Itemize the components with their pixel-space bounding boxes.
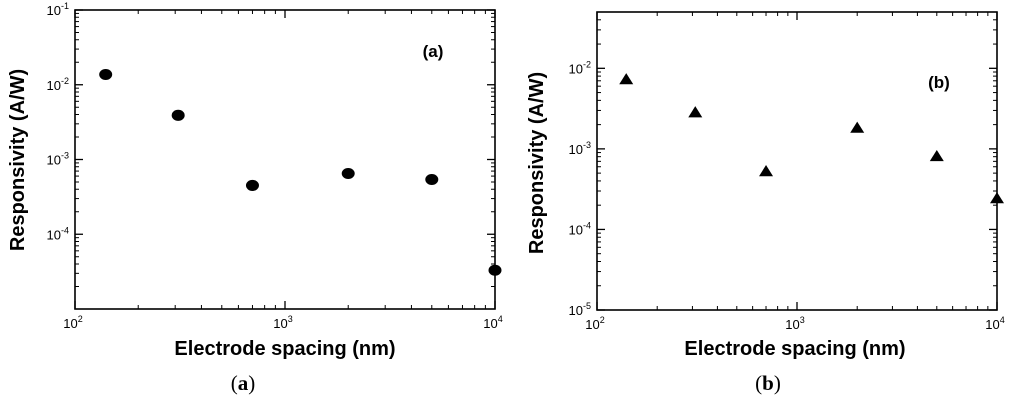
tick-exponent: 3 [800,315,805,325]
tick-base: 10 [47,3,61,18]
data-point [759,165,774,177]
tick-exponent: -1 [61,1,69,11]
tick-exponent: -2 [61,76,69,86]
tick-base: 10 [785,317,799,332]
tick-base: 10 [47,153,61,168]
data-point [99,69,113,81]
y-tick-label: 10-2 [569,59,591,76]
data-point [245,179,259,191]
tick-exponent: -4 [61,225,69,235]
x-axis: 102 103 104 [585,12,1005,332]
data-point [688,106,703,118]
data-series [99,69,502,276]
caption-letter: b [762,371,774,395]
data-point [171,109,185,121]
tick-base: 10 [569,222,583,237]
data-point [341,167,355,180]
data-point [425,173,439,186]
figure-caption: (b) [755,371,781,395]
x-tick-label: 103 [273,314,292,331]
figure-caption: (a) [231,371,256,395]
y-tick-label: 10-5 [569,301,591,318]
tick-exponent: 2 [78,314,83,324]
tick-exponent: 2 [600,315,605,325]
tick-base: 10 [569,142,583,157]
data-point [619,73,634,85]
x-axis-title: Electrode spacing (nm) [684,338,905,360]
x-tick-label: 104 [985,315,1004,332]
tick-base: 10 [63,316,77,331]
data-point [488,264,502,276]
chart-panel-b: 102 103 104 10-510-410-310-2 (b) Electrode… [526,11,1005,395]
x-axis-title: Electrode spacing (nm) [174,338,395,360]
tick-exponent: -2 [583,59,591,69]
x-tick-label: 102 [63,314,82,331]
data-point [929,149,944,162]
data-series [619,73,1004,204]
y-tick-label: 10-3 [47,151,69,168]
tick-base: 10 [569,303,583,318]
tick-base: 10 [47,78,61,93]
tick-exponent: 4 [1000,315,1005,325]
tick-exponent: -4 [583,220,591,230]
x-tick-label: 103 [785,315,804,332]
y-axis: 10-410-310-210-1 [47,1,495,287]
y-tick-label: 10-4 [47,225,69,242]
tick-base: 10 [585,317,599,332]
tick-exponent: -3 [61,151,69,161]
tick-base: 10 [569,61,583,76]
panel-label: (a) [423,42,444,61]
caption-letter: a [238,371,249,395]
y-tick-label: 10-3 [569,140,591,157]
tick-exponent: 4 [498,314,503,324]
y-axis-title: Responsivity (A/W) [7,69,29,251]
x-tick-label: 104 [483,314,502,331]
chart-panel-a: 102 103 104 10-410-310-210-1 (a) Electrode… [7,1,503,395]
y-tick-label: 10-2 [47,76,69,93]
data-point [990,192,1004,204]
y-axis-title: Responsivity (A/W) [526,72,548,254]
x-tick-label: 102 [585,315,604,332]
tick-base: 10 [483,316,497,331]
tick-base: 10 [47,227,61,242]
panel-label: (b) [928,73,950,92]
y-tick-label: 10-4 [569,220,591,237]
y-tick-label: 10-1 [47,1,69,18]
data-point [850,121,865,133]
tick-base: 10 [985,317,999,332]
y-axis: 10-510-410-310-2 [569,19,997,318]
tick-exponent: 3 [288,314,293,324]
tick-base: 10 [273,316,287,331]
x-axis: 102 103 104 [63,10,503,331]
tick-exponent: -5 [583,301,591,311]
tick-exponent: -3 [583,140,591,150]
